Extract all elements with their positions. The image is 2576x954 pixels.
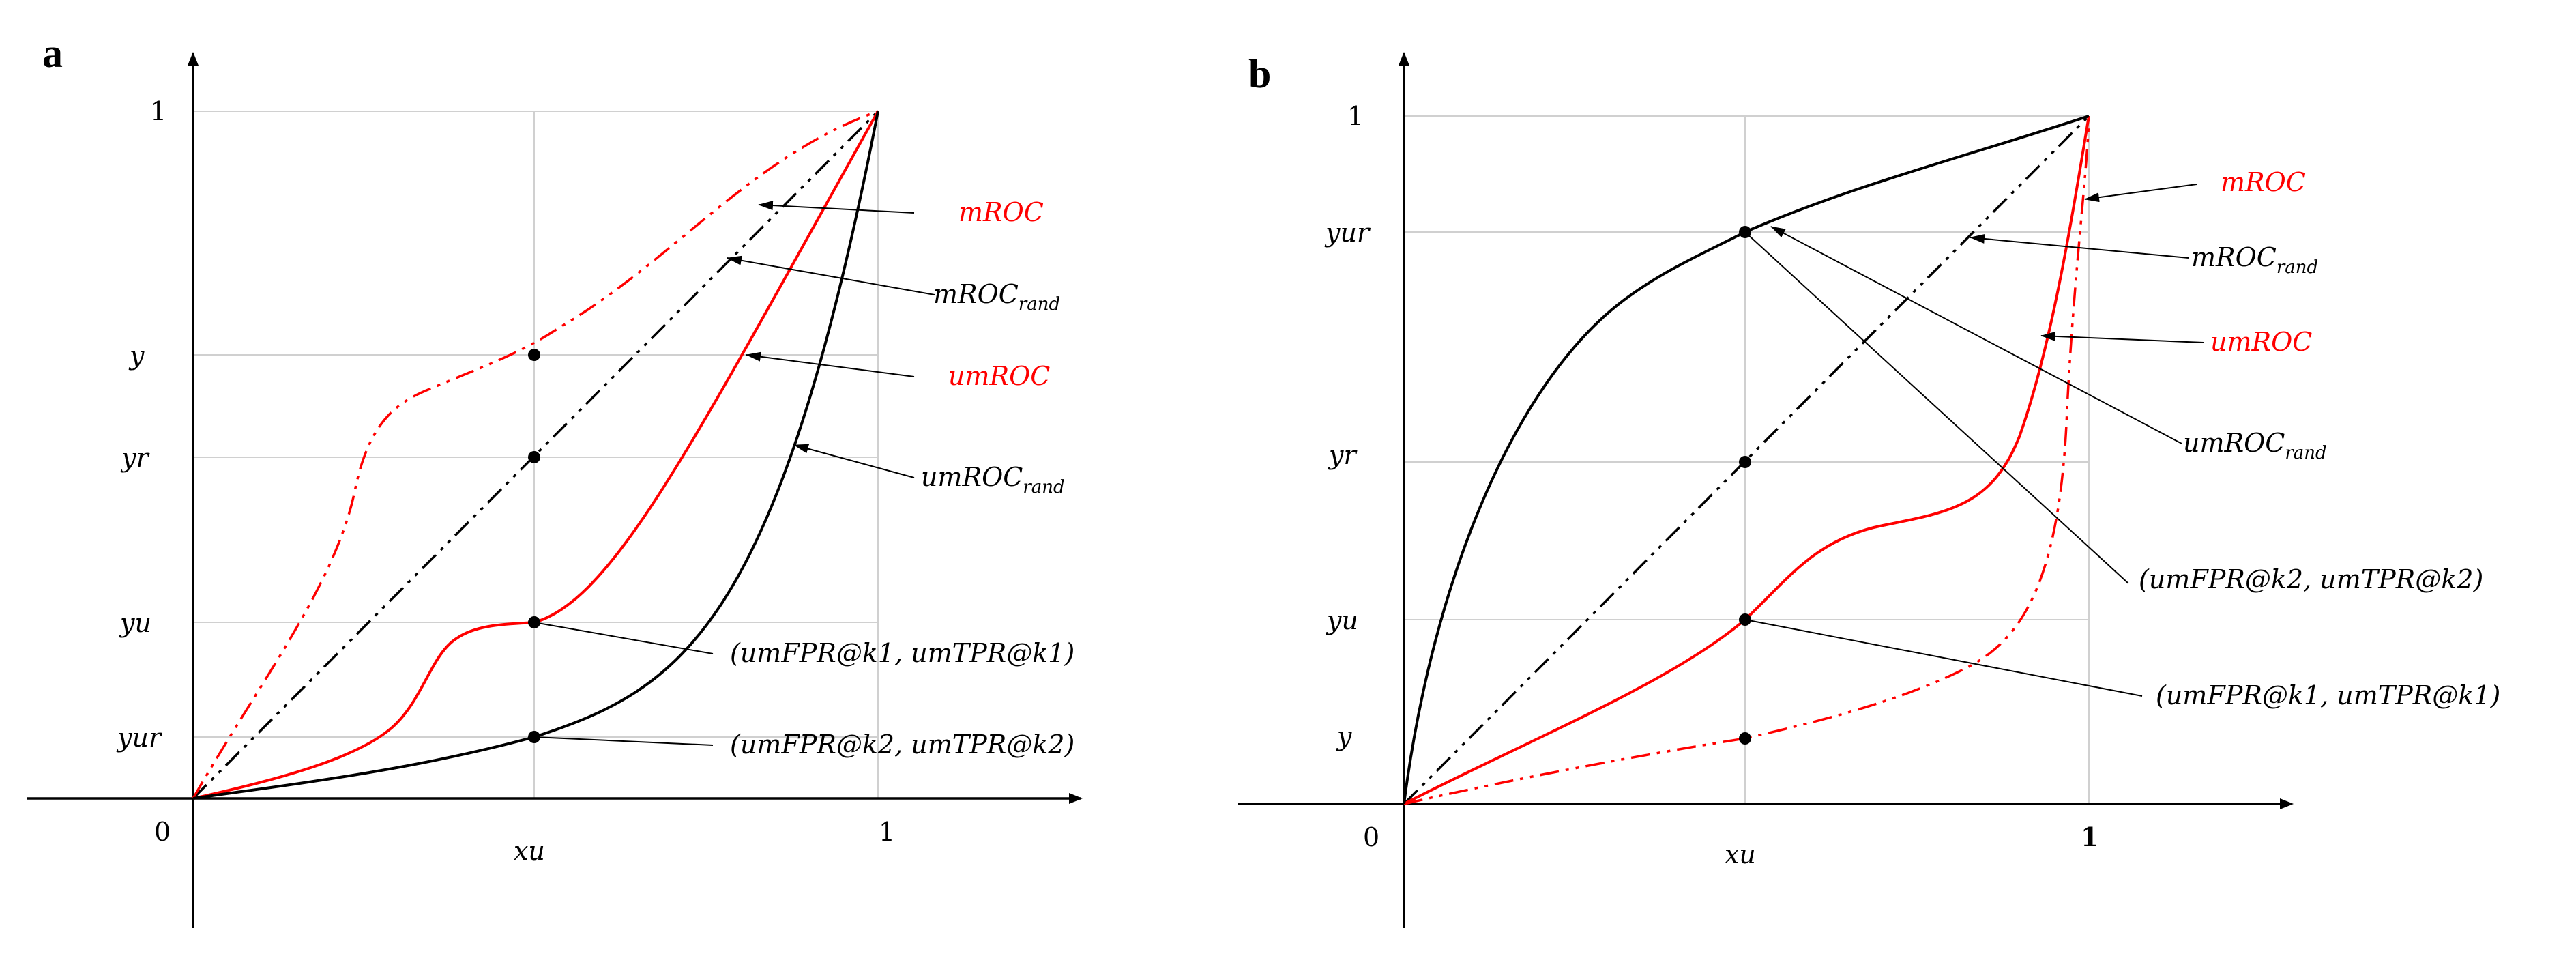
panel-b-ytick-yu: yu <box>1326 605 1358 635</box>
panel-a-point1-leader <box>533 622 714 654</box>
panel-a-umroc-rand-leader <box>793 444 915 478</box>
panel-b-umroc-curve <box>1403 115 2090 805</box>
panel-b-ytick-yur: yur <box>1324 218 1371 248</box>
panel-b-umroc-rand-leader <box>1770 226 2182 444</box>
panel-a-ytick-1: 1 <box>150 96 166 126</box>
panel-a-point2-label: (umFPR@k2, umTPR@k2) <box>730 729 1074 760</box>
panel-b-mroc-curve <box>1403 115 2090 805</box>
panel-b-point1-label: (umFPR@k1, umTPR@k1) <box>2156 680 2500 710</box>
panel-a-xtick-1: 1 <box>879 817 895 847</box>
panel-a-point1-label: (umFPR@k1, umTPR@k1) <box>730 638 1074 668</box>
panel-a-umroc-rand-label: umROCrand <box>921 462 1065 497</box>
panel-b-label: b <box>1248 51 1271 96</box>
panel-a-xtick-xu: xu <box>514 836 545 866</box>
panel-b-point-y <box>1739 732 1751 745</box>
panel-b-mroc-rand-label: mROCrand <box>2191 242 2318 278</box>
panel-b-ytick-yr: yr <box>1328 440 1358 470</box>
panel-a-mroc-label: mROC <box>958 197 1044 227</box>
panel-a-point2-leader <box>533 736 714 746</box>
panel-b-umroc-rand-curve <box>1403 115 2090 805</box>
panel-b-ytick-y: y <box>1336 721 1352 751</box>
panel-a-xtick-0: 0 <box>154 817 171 847</box>
panel-a-ytick-y: y <box>128 341 145 371</box>
panel-a-point-yr <box>528 451 540 463</box>
panel-b-xtick-xu: xu <box>1725 839 1756 869</box>
panel-b-ytick-1: 1 <box>1347 101 1364 131</box>
panel-a-umroc-rand-curve <box>192 111 879 800</box>
panel-a-umroc-label: umROC <box>948 361 1050 391</box>
panel-b-mroc-leader <box>2084 184 2197 203</box>
panel-b-point1-leader <box>1744 619 2143 697</box>
panel-a-point-y <box>528 349 540 361</box>
panel-b-point2-leader <box>1744 231 2129 584</box>
panel-a-mroc-rand-label: mROCrand <box>933 279 1060 315</box>
panel-a-umroc-curve <box>192 111 879 800</box>
panel-b-umroc-label: umROC <box>2210 327 2312 357</box>
panel-b-point2-label: (umFPR@k2, umTPR@k2) <box>2139 564 2483 594</box>
panel-a: a 1 y yr yu yur 0 xu 1 <box>27 31 1083 928</box>
panel-b-xtick-1: 1 <box>2081 822 2098 852</box>
panel-a-ytick-yur: yur <box>116 723 163 753</box>
panel-b-point-yr <box>1739 456 1751 468</box>
panel-a-mroc-rand-leader <box>727 255 935 295</box>
panel-a-label: a <box>42 31 63 76</box>
panel-b-umroc-leader <box>2040 331 2204 343</box>
panel-a-ytick-yr: yr <box>120 443 150 473</box>
panel-b-umroc-rand-label: umROCrand <box>2183 428 2327 463</box>
panel-b-xtick-0: 0 <box>1363 822 1379 852</box>
panel-a-mroc-leader <box>758 201 915 214</box>
panel-b: b 1 yur yr yu y 0 xu 1 <box>1238 51 2500 928</box>
panel-a-mroc-curve <box>192 110 879 799</box>
panel-b-mroc-label: mROC <box>2221 167 2306 197</box>
panel-b-mroc-rand-leader <box>1970 233 2189 259</box>
panel-a-ytick-yu: yu <box>119 608 151 638</box>
panel-a-umroc-leader <box>746 351 915 377</box>
